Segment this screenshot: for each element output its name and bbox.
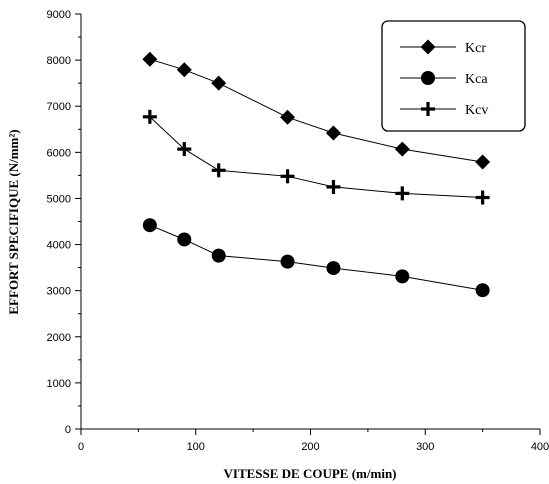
- legend-label-kcr: Kcr: [465, 41, 486, 56]
- legend-label-kca: Kca: [465, 72, 488, 87]
- legend-label-kcv: Kcv: [465, 103, 488, 118]
- plus-bar-v: [148, 109, 152, 124]
- legend-box: [381, 20, 526, 132]
- data-point-kcv: [326, 179, 341, 194]
- plus-bar-v: [481, 190, 485, 205]
- data-point-kcv: [395, 186, 410, 201]
- legend-marker-kcr: [420, 39, 436, 55]
- x-tick-label: 0: [78, 441, 84, 453]
- legend-marker-kcv: [421, 102, 435, 116]
- x-tick-label: 200: [301, 441, 319, 453]
- plus-bar-v: [217, 163, 221, 178]
- y-tick-label: 8000: [47, 55, 71, 67]
- y-tick-label: 3000: [47, 286, 71, 298]
- x-tick-label: 300: [416, 441, 434, 453]
- data-point-kcr: [280, 109, 296, 125]
- data-point-kcr: [394, 141, 410, 157]
- plus-bar-v: [285, 169, 290, 184]
- data-point-kcr: [176, 62, 192, 78]
- ticks: 0 1000 2000 3000 4000 5000 6000 7000 8000 9000 0 10…: [47, 9, 549, 453]
- y-tick-label: 1000: [47, 378, 71, 390]
- y-tick-label: 0: [65, 424, 71, 436]
- data-point-kca: [475, 283, 490, 298]
- data-point-kca: [177, 232, 192, 247]
- data-point-kcv: [211, 163, 226, 178]
- legend: Kcr Kca Kcv: [381, 20, 526, 132]
- plus-bar-v: [426, 102, 430, 116]
- y-tick-label: 5000: [47, 193, 71, 205]
- x-tick-label: 400: [531, 441, 549, 453]
- data-point-kcr: [325, 125, 341, 141]
- data-point-kcv: [475, 190, 490, 205]
- data-point-kca: [280, 254, 295, 269]
- plus-bar-v: [182, 142, 186, 157]
- y-tick-label: 7000: [47, 101, 71, 113]
- data-point-kcr: [475, 154, 491, 170]
- legend-marker-kca: [421, 71, 435, 85]
- plus-bar-v: [331, 179, 336, 194]
- series-layer: [142, 51, 491, 298]
- data-point-kca: [326, 261, 341, 276]
- data-point-kcv: [142, 109, 157, 124]
- series-line-kca: [149, 224, 483, 291]
- data-point-kcv: [280, 169, 295, 184]
- y-tick-label: 6000: [47, 147, 71, 159]
- data-point-kca: [211, 248, 226, 263]
- x-tick-label: 100: [187, 441, 205, 453]
- x-axis-label: VITESSE DE COUPE (m/min): [224, 466, 397, 481]
- data-point-kcr: [142, 51, 158, 67]
- y-tick-label: 4000: [47, 240, 71, 252]
- data-point-kcv: [177, 142, 192, 157]
- plus-bar-v: [400, 186, 404, 201]
- data-point-kca: [395, 269, 410, 284]
- y-axis-label: EFFORT SPECIFIQUE (N/mm²): [6, 129, 21, 314]
- data-point-kcr: [211, 75, 227, 91]
- y-tick-label: 2000: [47, 332, 71, 344]
- data-point-kca: [142, 218, 157, 233]
- y-tick-label: 9000: [47, 9, 71, 21]
